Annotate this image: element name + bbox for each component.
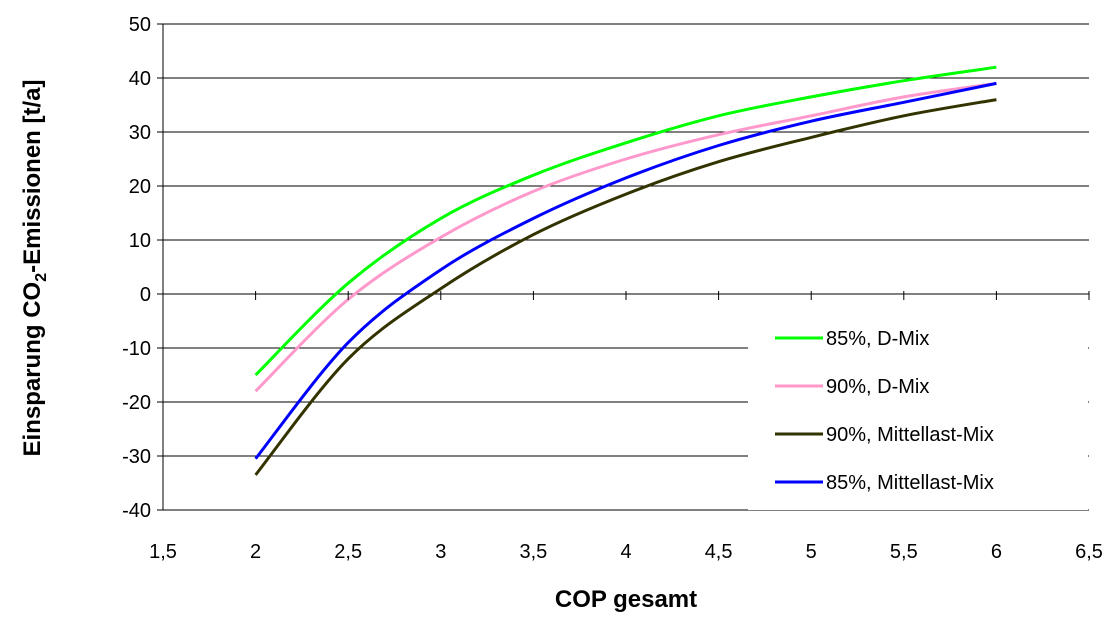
y-tick-label: -40 <box>122 500 151 522</box>
series-line-2 <box>254 81 997 393</box>
x-tick-label: 5,5 <box>890 541 918 563</box>
y-axis-title-pre: Einsparung CO <box>19 282 46 457</box>
x-tick-label: 6 <box>991 541 1002 563</box>
series-lines <box>254 65 997 476</box>
legend-label: 90%, Mittellast-Mix <box>826 424 994 446</box>
x-tick-labels: 1,5 2 2,5 3 3,5 4 4,5 5 5,5 6 6,5 <box>149 541 1103 563</box>
x-tick-label: 3 <box>435 541 446 563</box>
y-tick-label: 50 <box>129 14 151 36</box>
y-tick-label: 0 <box>140 284 151 306</box>
legend-box <box>748 314 1088 510</box>
series-line-4 <box>254 81 997 460</box>
y-axis-title-sub: 2 <box>33 273 50 282</box>
x-tick-label: 5 <box>806 541 817 563</box>
y-tick-label: 40 <box>129 68 151 90</box>
x-tick-label: 1,5 <box>149 541 177 563</box>
x-tick-label: 3,5 <box>519 541 547 563</box>
x-tick-label: 2,5 <box>334 541 362 563</box>
y-tick-label: -10 <box>122 338 151 360</box>
x-tick-label: 2 <box>250 541 261 563</box>
y-tick-label: 30 <box>129 122 151 144</box>
axes <box>157 23 1090 511</box>
y-axis-title-post: -Emissionen [t/a] <box>19 80 46 273</box>
series-line-3 <box>254 98 997 476</box>
y-axis-title: Einsparung CO2-Emissionen [t/a] <box>19 80 50 457</box>
x-tick-label: 4 <box>620 541 631 563</box>
series-line-1 <box>254 65 997 377</box>
legend-label: 85%, Mittellast-Mix <box>826 472 994 494</box>
y-tick-label: 20 <box>129 176 151 198</box>
y-tick-label: -20 <box>122 392 151 414</box>
y-tick-label: 10 <box>129 230 151 252</box>
x-tick-label: 4,5 <box>705 541 733 563</box>
x-axis-title: COP gesamt <box>555 586 697 613</box>
y-tick-label: -30 <box>122 446 151 468</box>
legend-label: 85%, D-Mix <box>826 328 929 350</box>
legend-label: 90%, D-Mix <box>826 376 929 398</box>
x-tick-label: 6,5 <box>1075 541 1103 563</box>
y-tick-labels: 50 40 30 20 10 0 -10 -20 -30 -40 <box>122 14 151 522</box>
legend: 85%, D-Mix 90%, D-Mix 90%, Mittellast-Mix 8… <box>748 314 1088 510</box>
